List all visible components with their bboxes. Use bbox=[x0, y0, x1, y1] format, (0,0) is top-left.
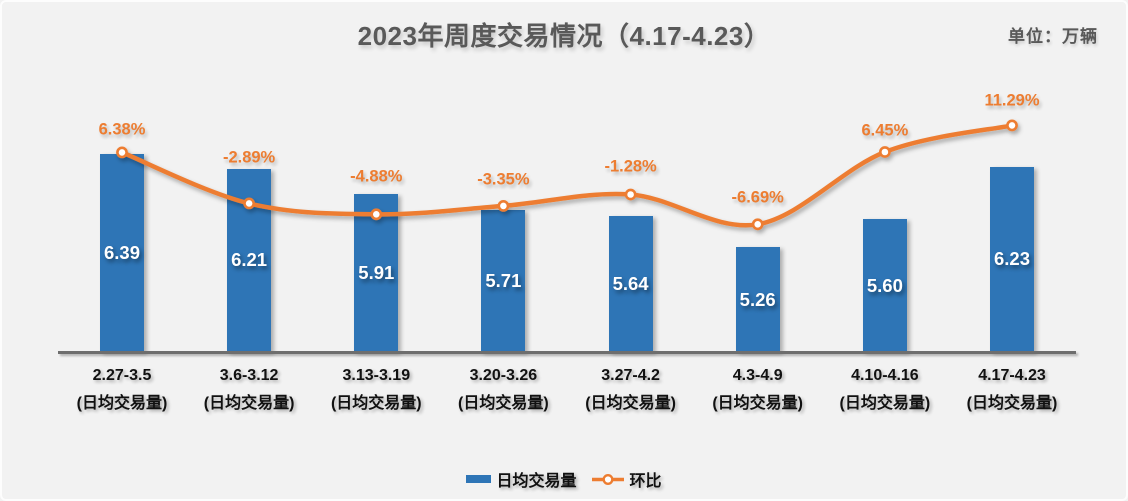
legend-item-bar: 日均交易量 bbox=[466, 467, 577, 491]
line-marker-4.10-4.16 bbox=[879, 146, 891, 158]
x-label-4.17-4.23: 4.17-4.23 (日均交易量) bbox=[967, 362, 1058, 418]
line-marker-4.17-4.23 bbox=[1006, 119, 1018, 132]
bar-value-label: 6.23 bbox=[993, 248, 1030, 270]
bar-3.27-4.2: 5.64 bbox=[608, 215, 653, 352]
x-axis-line bbox=[58, 351, 1076, 354]
x-label-sub: (日均交易量) bbox=[330, 395, 422, 412]
x-label-range: 3.27-4.2 bbox=[601, 367, 660, 384]
pct-label-4.10-4.16: 6.45% bbox=[861, 121, 909, 140]
x-label-sub: (日均交易量) bbox=[966, 395, 1058, 412]
x-label-range: 3.20-3.26 bbox=[469, 367, 538, 384]
pct-label-3.13-3.19: -4.88% bbox=[350, 167, 403, 186]
bar-3.20-3.26: 5.71 bbox=[481, 210, 526, 352]
bar-3.6-3.12: 6.21 bbox=[227, 168, 272, 352]
pct-label-3.6-3.12: -2.89% bbox=[222, 148, 276, 167]
bar-value-label: 5.91 bbox=[358, 261, 395, 283]
bar-4.3-4.9: 5.26 bbox=[735, 247, 780, 352]
pct-label-4.17-4.23: 11.29% bbox=[984, 91, 1040, 110]
bar-value-label: 5.60 bbox=[866, 274, 903, 296]
line-marker-3.27-4.2 bbox=[624, 188, 637, 201]
x-label-sub: (日均交易量) bbox=[712, 395, 804, 412]
x-label-3.13-3.19: 3.13-3.19 (日均交易量) bbox=[331, 362, 422, 418]
x-label-3.20-3.26: 3.20-3.26 (日均交易量) bbox=[458, 362, 549, 418]
bar-value-label: 5.64 bbox=[612, 272, 649, 294]
legend-line-label: 环比 bbox=[629, 473, 662, 490]
legend: 日均交易量 环比 bbox=[0, 467, 1128, 491]
x-label-range: 2.27-3.5 bbox=[92, 367, 152, 384]
x-label-4.3-4.9: 4.3-4.9 (日均交易量) bbox=[712, 362, 803, 418]
pct-label-4.3-4.9: -6.69% bbox=[731, 188, 784, 207]
bar-value-label: 6.21 bbox=[231, 249, 268, 271]
legend-bar-label: 日均交易量 bbox=[496, 473, 577, 490]
x-label-range: 4.17-4.23 bbox=[978, 367, 1046, 384]
x-label-range: 3.13-3.19 bbox=[342, 367, 411, 384]
x-label-4.10-4.16: 4.10-4.16 (日均交易量) bbox=[840, 362, 931, 418]
bar-2.27-3.5: 6.39 bbox=[100, 153, 144, 352]
bar-4.17-4.23: 6.23 bbox=[990, 166, 1034, 352]
line-swatch-icon bbox=[591, 473, 624, 485]
x-label-sub: (日均交易量) bbox=[839, 395, 931, 412]
pct-label-2.27-3.5: 6.38% bbox=[98, 120, 146, 139]
line-marker-4.3-4.9 bbox=[751, 218, 764, 231]
x-label-sub: (日均交易量) bbox=[203, 395, 295, 412]
bar-value-label: 5.26 bbox=[739, 288, 776, 310]
bar-4.10-4.16: 5.60 bbox=[862, 219, 907, 352]
x-label-range: 4.10-4.16 bbox=[851, 367, 919, 384]
bar-3.13-3.19: 5.91 bbox=[354, 193, 399, 352]
bar-value-label: 6.39 bbox=[103, 241, 140, 263]
x-label-3.6-3.12: 3.6-3.12 (日均交易量) bbox=[204, 362, 295, 418]
legend-item-line: 环比 bbox=[591, 467, 662, 491]
x-label-3.27-4.2: 3.27-4.2 (日均交易量) bbox=[585, 362, 676, 418]
x-label-range: 4.3-4.9 bbox=[732, 367, 783, 384]
x-label-sub: (日均交易量) bbox=[458, 395, 549, 412]
x-label-2.27-3.5: 2.27-3.5 (日均交易量) bbox=[77, 362, 168, 418]
x-label-sub: (日均交易量) bbox=[585, 395, 676, 412]
unit-label: 单位：万辆 bbox=[1008, 27, 1098, 46]
pct-label-3.20-3.26: -3.35% bbox=[477, 170, 530, 189]
pct-label-3.27-4.2: -1.28% bbox=[604, 157, 657, 175]
bar-value-label: 5.71 bbox=[485, 270, 522, 292]
chart-title: 2023年周度交易情况（4.17-4.23） bbox=[357, 21, 771, 51]
x-label-sub: (日均交易量) bbox=[76, 395, 168, 412]
x-label-range: 3.6-3.12 bbox=[219, 367, 279, 384]
bar-swatch-icon bbox=[466, 475, 492, 483]
